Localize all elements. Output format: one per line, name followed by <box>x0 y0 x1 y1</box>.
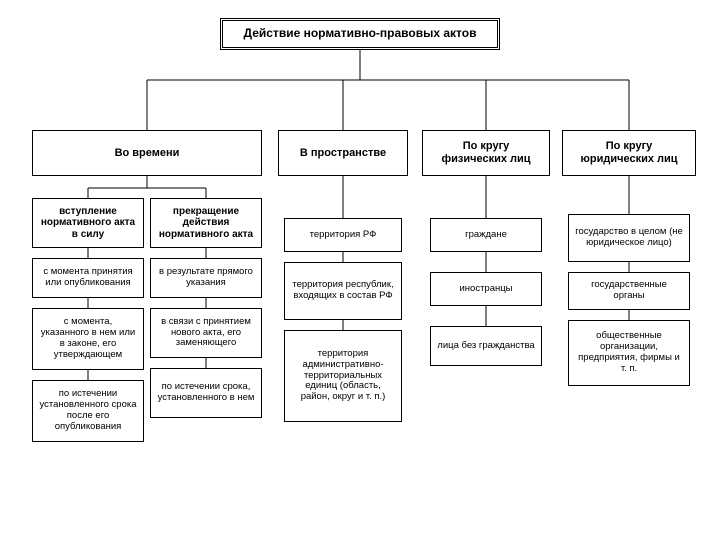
category-space: В пространстве <box>278 130 408 176</box>
leaf-phys-2: лица без гражданства <box>430 326 542 366</box>
leaf-time-start-2: по истечении установленного срока после … <box>32 380 144 442</box>
category-legal: По кругу юридических лиц <box>562 130 696 176</box>
leaf-legal-0: государство в целом (не юридическое лицо… <box>568 214 690 262</box>
leaf-time-end-2: по истечении срока, установленного в нем <box>150 368 262 418</box>
category-time: Во времени <box>32 130 262 176</box>
leaf-space-0: территория РФ <box>284 218 402 252</box>
leaf-time-start-0: с момента принятия или опубликования <box>32 258 144 298</box>
leaf-space-1: территория республик, входящих в состав … <box>284 262 402 320</box>
category-phys: По кругу физических лиц <box>422 130 550 176</box>
leaf-phys-0: граждане <box>430 218 542 252</box>
leaf-space-2: территория административно-территориальн… <box>284 330 402 422</box>
subgroup-time-end: прекращение действия нормативного акта <box>150 198 262 248</box>
leaf-legal-2: общественные организации, предприятия, ф… <box>568 320 690 386</box>
leaf-time-end-1: в связи с принятием нового акта, его зам… <box>150 308 262 358</box>
root-node: Действие нормативно-правовых актов <box>220 18 500 50</box>
subgroup-time-start: вступление нормативного акта в силу <box>32 198 144 248</box>
leaf-phys-1: иностранцы <box>430 272 542 306</box>
leaf-time-end-0: в результате прямого указания <box>150 258 262 298</box>
leaf-time-start-1: с момента, указанного в нем или в законе… <box>32 308 144 370</box>
leaf-legal-1: государственные органы <box>568 272 690 310</box>
